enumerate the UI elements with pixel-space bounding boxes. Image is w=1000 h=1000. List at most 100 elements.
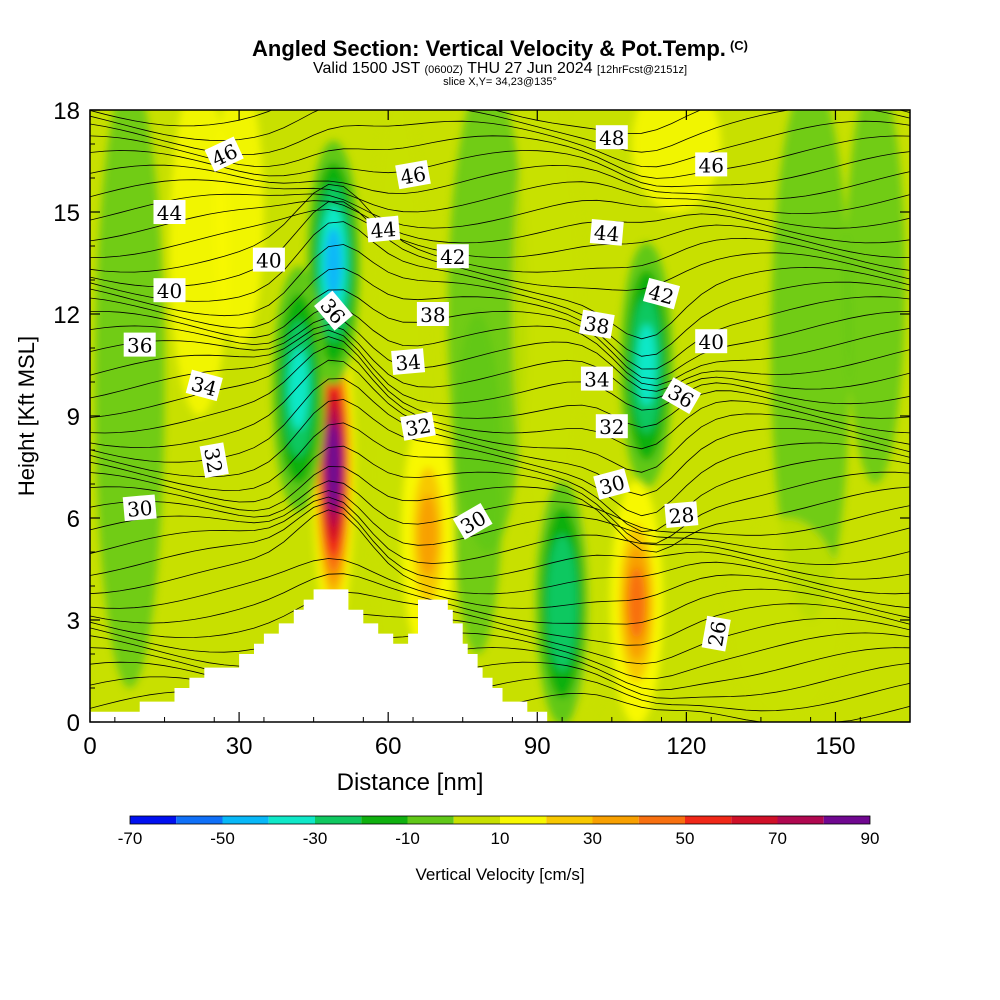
isentrope-line <box>90 267 910 370</box>
isentrope-label-text: 40 <box>256 249 281 273</box>
isentrope-line <box>90 329 910 411</box>
y-tick-label: 15 <box>53 200 80 227</box>
isentrope-line <box>90 496 910 566</box>
isentrope-label-bg <box>436 244 469 269</box>
isentrope-label-bg <box>185 369 223 402</box>
x-tick-label: 30 <box>226 733 253 760</box>
y-tick-label: 9 <box>67 404 80 431</box>
isentrope-label: 36 <box>123 332 156 358</box>
colorbar-tick-label: -30 <box>303 829 328 848</box>
isentrope-label-bg <box>314 290 353 331</box>
isentrope-label-text: 46 <box>399 162 428 190</box>
x-axis-label: Distance [nm] <box>337 769 484 796</box>
isentrope-line <box>90 480 910 536</box>
isentrope-line <box>90 150 910 188</box>
colorbar-tick-label: 70 <box>768 829 787 848</box>
isentrope-line <box>90 445 910 544</box>
isentrope-line <box>90 573 910 625</box>
colorbar-segment <box>222 816 269 824</box>
y-tick-label: 0 <box>67 710 80 737</box>
isentrope-label: 40 <box>153 278 186 303</box>
isentrope-line <box>90 201 910 291</box>
isentrope-label-text: 30 <box>126 496 153 522</box>
isentrope-label-text: 44 <box>370 217 397 243</box>
x-tick-label: 120 <box>666 733 706 760</box>
isentrope-line <box>90 591 910 646</box>
isentrope-label-text: 32 <box>404 413 433 441</box>
isentrope-line <box>90 399 910 517</box>
colorbar-segment <box>685 816 732 824</box>
isentrope-line <box>90 324 910 399</box>
isentrope-label: 44 <box>589 219 624 246</box>
isentrope-line <box>90 221 910 340</box>
isentrope-label-bg <box>204 136 244 172</box>
isentrope-line <box>90 509 910 595</box>
isentrope-label: 28 <box>664 501 699 529</box>
velocity-contour <box>418 494 438 576</box>
isentrope-label: 44 <box>366 215 401 243</box>
isentrope-label: 38 <box>416 302 449 327</box>
isentrope-line <box>90 378 910 496</box>
terrain <box>90 589 910 722</box>
isentrope-line <box>90 179 910 215</box>
colorbar-segment <box>546 816 593 824</box>
velocity-contour <box>289 348 309 430</box>
x-tick-label: 90 <box>524 733 551 760</box>
isentrope-label-bg <box>123 332 156 357</box>
isentrope-label-bg <box>580 366 613 391</box>
isentrope-label-text: 48 <box>599 126 624 150</box>
colorbar-segment <box>500 816 547 824</box>
y-tick-label: 3 <box>67 608 80 635</box>
colorbar-segment <box>638 816 685 824</box>
isentrope-label-bg <box>153 200 186 224</box>
velocity-contour <box>552 562 572 644</box>
velocity-contour <box>628 567 646 639</box>
velocity-contour <box>325 227 342 299</box>
isentrope-label-bg <box>661 377 702 414</box>
isentrope-label: 44 <box>153 200 186 225</box>
isentrope-label: 42 <box>642 277 681 310</box>
isentrope-label: 34 <box>391 348 426 376</box>
isentrope-label: 42 <box>436 244 469 269</box>
isentrope-labels: 4644404036343230364446423834323048464442… <box>122 125 731 652</box>
isentrope-label-text: 40 <box>698 330 723 354</box>
slice-info: slice X,Y= 34,23@135° <box>443 76 557 88</box>
x-tick-label: 0 <box>83 733 96 760</box>
colorbar-tick-label: -50 <box>210 829 235 848</box>
velocity-feature <box>620 242 673 488</box>
isentrope-label: 26 <box>701 615 731 652</box>
isentrope-line <box>90 289 910 380</box>
isentrope-label-bg <box>589 219 624 246</box>
isentrope-line <box>90 209 910 258</box>
isentrope-label-text: 38 <box>420 303 445 327</box>
y-tick-label: 6 <box>67 506 80 533</box>
velocity-band <box>452 314 503 654</box>
isentrope-line <box>90 466 910 553</box>
x-tick-label: 60 <box>375 733 402 760</box>
colorbar: -70 -50 -30 -10 10 30 50 70 90 Vertical Velocity … <box>118 815 879 884</box>
isentrope-label: 40 <box>695 329 728 354</box>
velocity-feature <box>272 266 326 512</box>
isentrope-label-bg <box>400 411 436 441</box>
isentrope-label-text: 32 <box>599 415 624 439</box>
y-axis-label: Height [Kft MSL] <box>14 336 39 496</box>
isentrope-label: 48 <box>595 125 628 150</box>
isentrope-line <box>90 183 910 273</box>
isentrope-label-text: 36 <box>127 334 152 358</box>
colorbar-tick-label: 10 <box>491 829 510 848</box>
isentrope-label-text: 32 <box>199 446 227 475</box>
velocity-band <box>631 110 722 212</box>
isentrope-label-bg <box>642 277 681 310</box>
colorbar-segment <box>176 816 223 824</box>
isentrope-label-bg <box>595 414 628 439</box>
colorbar-segment <box>592 816 639 824</box>
chart-title: Angled Section: Vertical Velocity & Pot.… <box>252 36 748 61</box>
colorbar-label: Vertical Velocity [cm/s] <box>415 865 584 884</box>
colorbar-tick-label: 50 <box>676 829 695 848</box>
isentrope-line <box>90 316 910 392</box>
isentrope-label-text: 38 <box>582 311 611 339</box>
colorbar-frame <box>129 815 871 825</box>
isentrope-label-bg <box>416 302 449 326</box>
